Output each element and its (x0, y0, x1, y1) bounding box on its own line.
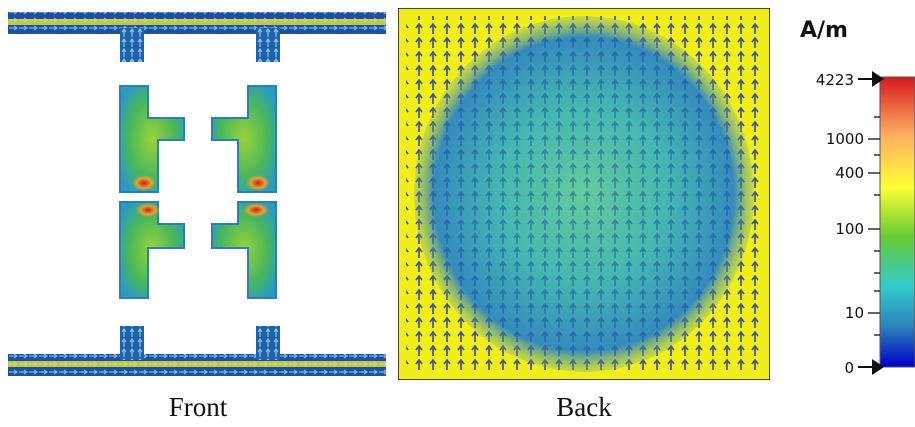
front-caption: Front (168, 392, 228, 422)
colorbar-tick-10: 10 (845, 304, 864, 322)
back-caption: Back (556, 392, 612, 422)
patch-top-right (211, 85, 277, 193)
colorbar-unit-label: A/m (800, 18, 848, 43)
colorbar-tick-1000: 1000 (826, 130, 864, 148)
top-feed-strip (8, 12, 386, 62)
colorbar-tick-0: 0 (844, 359, 854, 377)
back-view-panel (397, 7, 771, 381)
bottom-feed-strip (8, 326, 386, 376)
max-marker-icon (872, 71, 884, 87)
colorbar-legend: 4223 1000 400 100 10 0 (780, 55, 915, 385)
back-field-plot (397, 7, 771, 381)
min-marker-icon (872, 359, 884, 375)
colorbar-tick-400: 400 (835, 164, 864, 182)
patch-top-left (119, 85, 185, 193)
front-view-panel (8, 8, 388, 380)
colorbar-svg: 4223 1000 400 100 10 0 (816, 71, 915, 377)
front-field-plot (8, 12, 386, 376)
patch-bottom-right (211, 201, 277, 299)
colorbar-gradient (879, 76, 915, 368)
colorbar-tick-100: 100 (835, 220, 864, 238)
patch-bottom-left (119, 201, 185, 299)
colorbar-tick-4223: 4223 (816, 71, 854, 89)
